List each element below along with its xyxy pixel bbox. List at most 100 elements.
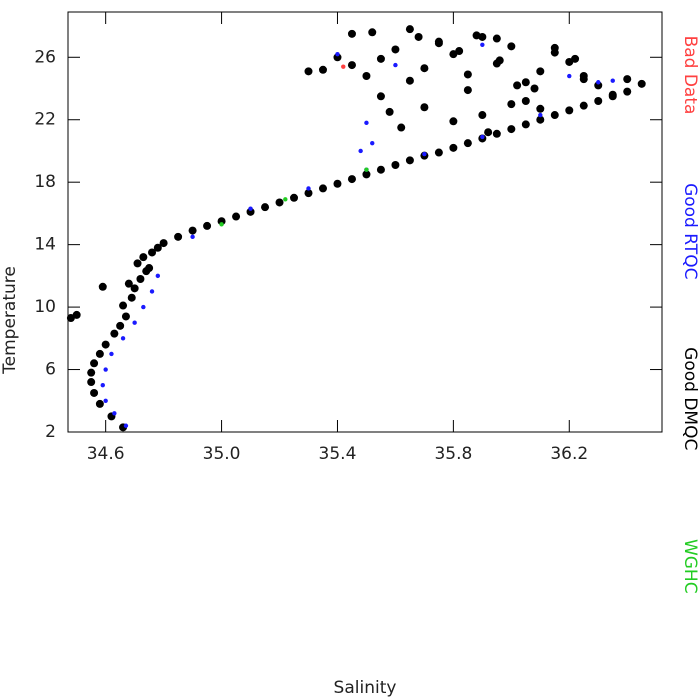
data-point xyxy=(116,321,125,330)
data-point xyxy=(391,161,400,170)
data-point xyxy=(434,148,443,157)
x-axis-label: Salinity xyxy=(334,678,397,698)
data-point xyxy=(463,139,472,148)
data-point xyxy=(565,106,574,115)
data-point xyxy=(463,86,472,95)
data-point xyxy=(434,39,443,48)
data-point xyxy=(521,96,530,105)
data-point xyxy=(536,115,545,124)
data-point xyxy=(347,29,356,38)
y-tick-label: 18 xyxy=(34,172,56,192)
data-point xyxy=(405,156,414,165)
data-point xyxy=(480,134,485,140)
data-point xyxy=(513,81,522,90)
data-point xyxy=(550,111,559,120)
data-point xyxy=(623,75,632,84)
data-point xyxy=(304,67,313,76)
data-point xyxy=(405,76,414,85)
data-point xyxy=(492,129,501,138)
x-tick-label: 35.0 xyxy=(203,444,241,464)
data-point xyxy=(155,273,161,279)
data-point xyxy=(385,107,394,116)
data-point xyxy=(449,143,458,152)
data-point xyxy=(304,189,313,198)
data-point xyxy=(455,47,464,56)
data-point xyxy=(103,367,108,372)
data-point xyxy=(217,217,226,226)
data-point xyxy=(87,368,96,377)
data-point xyxy=(121,312,130,321)
data-point xyxy=(248,206,253,211)
data-point xyxy=(109,351,114,357)
data-point xyxy=(188,226,197,235)
data-point xyxy=(610,78,615,83)
data-point xyxy=(536,67,545,76)
data-point xyxy=(376,92,385,101)
x-tick-label: 35.4 xyxy=(319,444,357,464)
data-point xyxy=(397,123,406,132)
data-point xyxy=(414,32,423,41)
legend-entry: Good DMQC xyxy=(680,347,700,450)
y-tick-label: 6 xyxy=(45,360,56,380)
data-point xyxy=(376,165,385,174)
data-point xyxy=(123,423,129,428)
data-point xyxy=(364,120,369,126)
data-point xyxy=(110,329,119,338)
data-point xyxy=(495,56,504,65)
data-point xyxy=(422,151,427,157)
data-point xyxy=(145,264,154,273)
data-point xyxy=(536,104,545,113)
data-point xyxy=(66,314,75,323)
data-point xyxy=(391,45,400,54)
data-point xyxy=(335,51,340,57)
data-point xyxy=(449,117,458,126)
x-tick-label: 34.6 xyxy=(87,444,125,464)
data-point xyxy=(95,399,104,408)
data-point xyxy=(283,197,288,202)
data-point xyxy=(333,53,342,62)
data-point xyxy=(420,103,429,112)
data-point xyxy=(306,186,311,191)
data-point xyxy=(478,111,487,120)
data-point xyxy=(290,193,299,202)
data-point xyxy=(596,80,601,85)
data-point xyxy=(571,54,580,63)
data-point xyxy=(174,232,183,241)
data-point xyxy=(538,112,543,118)
data-point xyxy=(567,73,572,79)
data-point xyxy=(133,259,142,268)
data-point xyxy=(159,239,168,248)
data-point xyxy=(637,79,646,88)
data-point xyxy=(139,253,148,262)
legend-entry: Bad Data xyxy=(680,36,700,115)
data-point xyxy=(530,84,539,93)
data-point xyxy=(127,293,136,302)
data-point xyxy=(90,359,99,368)
data-point xyxy=(463,70,472,79)
data-point xyxy=(341,64,346,69)
data-point xyxy=(112,411,117,416)
data-point xyxy=(507,100,516,109)
data-point xyxy=(420,64,429,73)
y-tick-label: 26 xyxy=(34,47,56,67)
data-point xyxy=(148,248,157,257)
y-tick-label: 14 xyxy=(34,235,56,255)
data-point xyxy=(579,101,588,110)
data-point xyxy=(579,75,588,84)
data-point xyxy=(203,221,212,230)
x-tick-label: 35.8 xyxy=(434,444,472,464)
data-point xyxy=(101,340,110,349)
data-point xyxy=(472,31,481,40)
data-point xyxy=(149,289,155,294)
data-point xyxy=(368,28,377,37)
data-point xyxy=(623,87,632,96)
data-point xyxy=(246,207,255,216)
data-point xyxy=(119,301,128,310)
y-tick-label: 22 xyxy=(34,110,56,130)
data-point xyxy=(100,382,105,388)
data-point xyxy=(507,125,516,134)
data-point xyxy=(232,212,241,221)
data-point xyxy=(318,184,327,193)
data-point xyxy=(521,120,530,129)
